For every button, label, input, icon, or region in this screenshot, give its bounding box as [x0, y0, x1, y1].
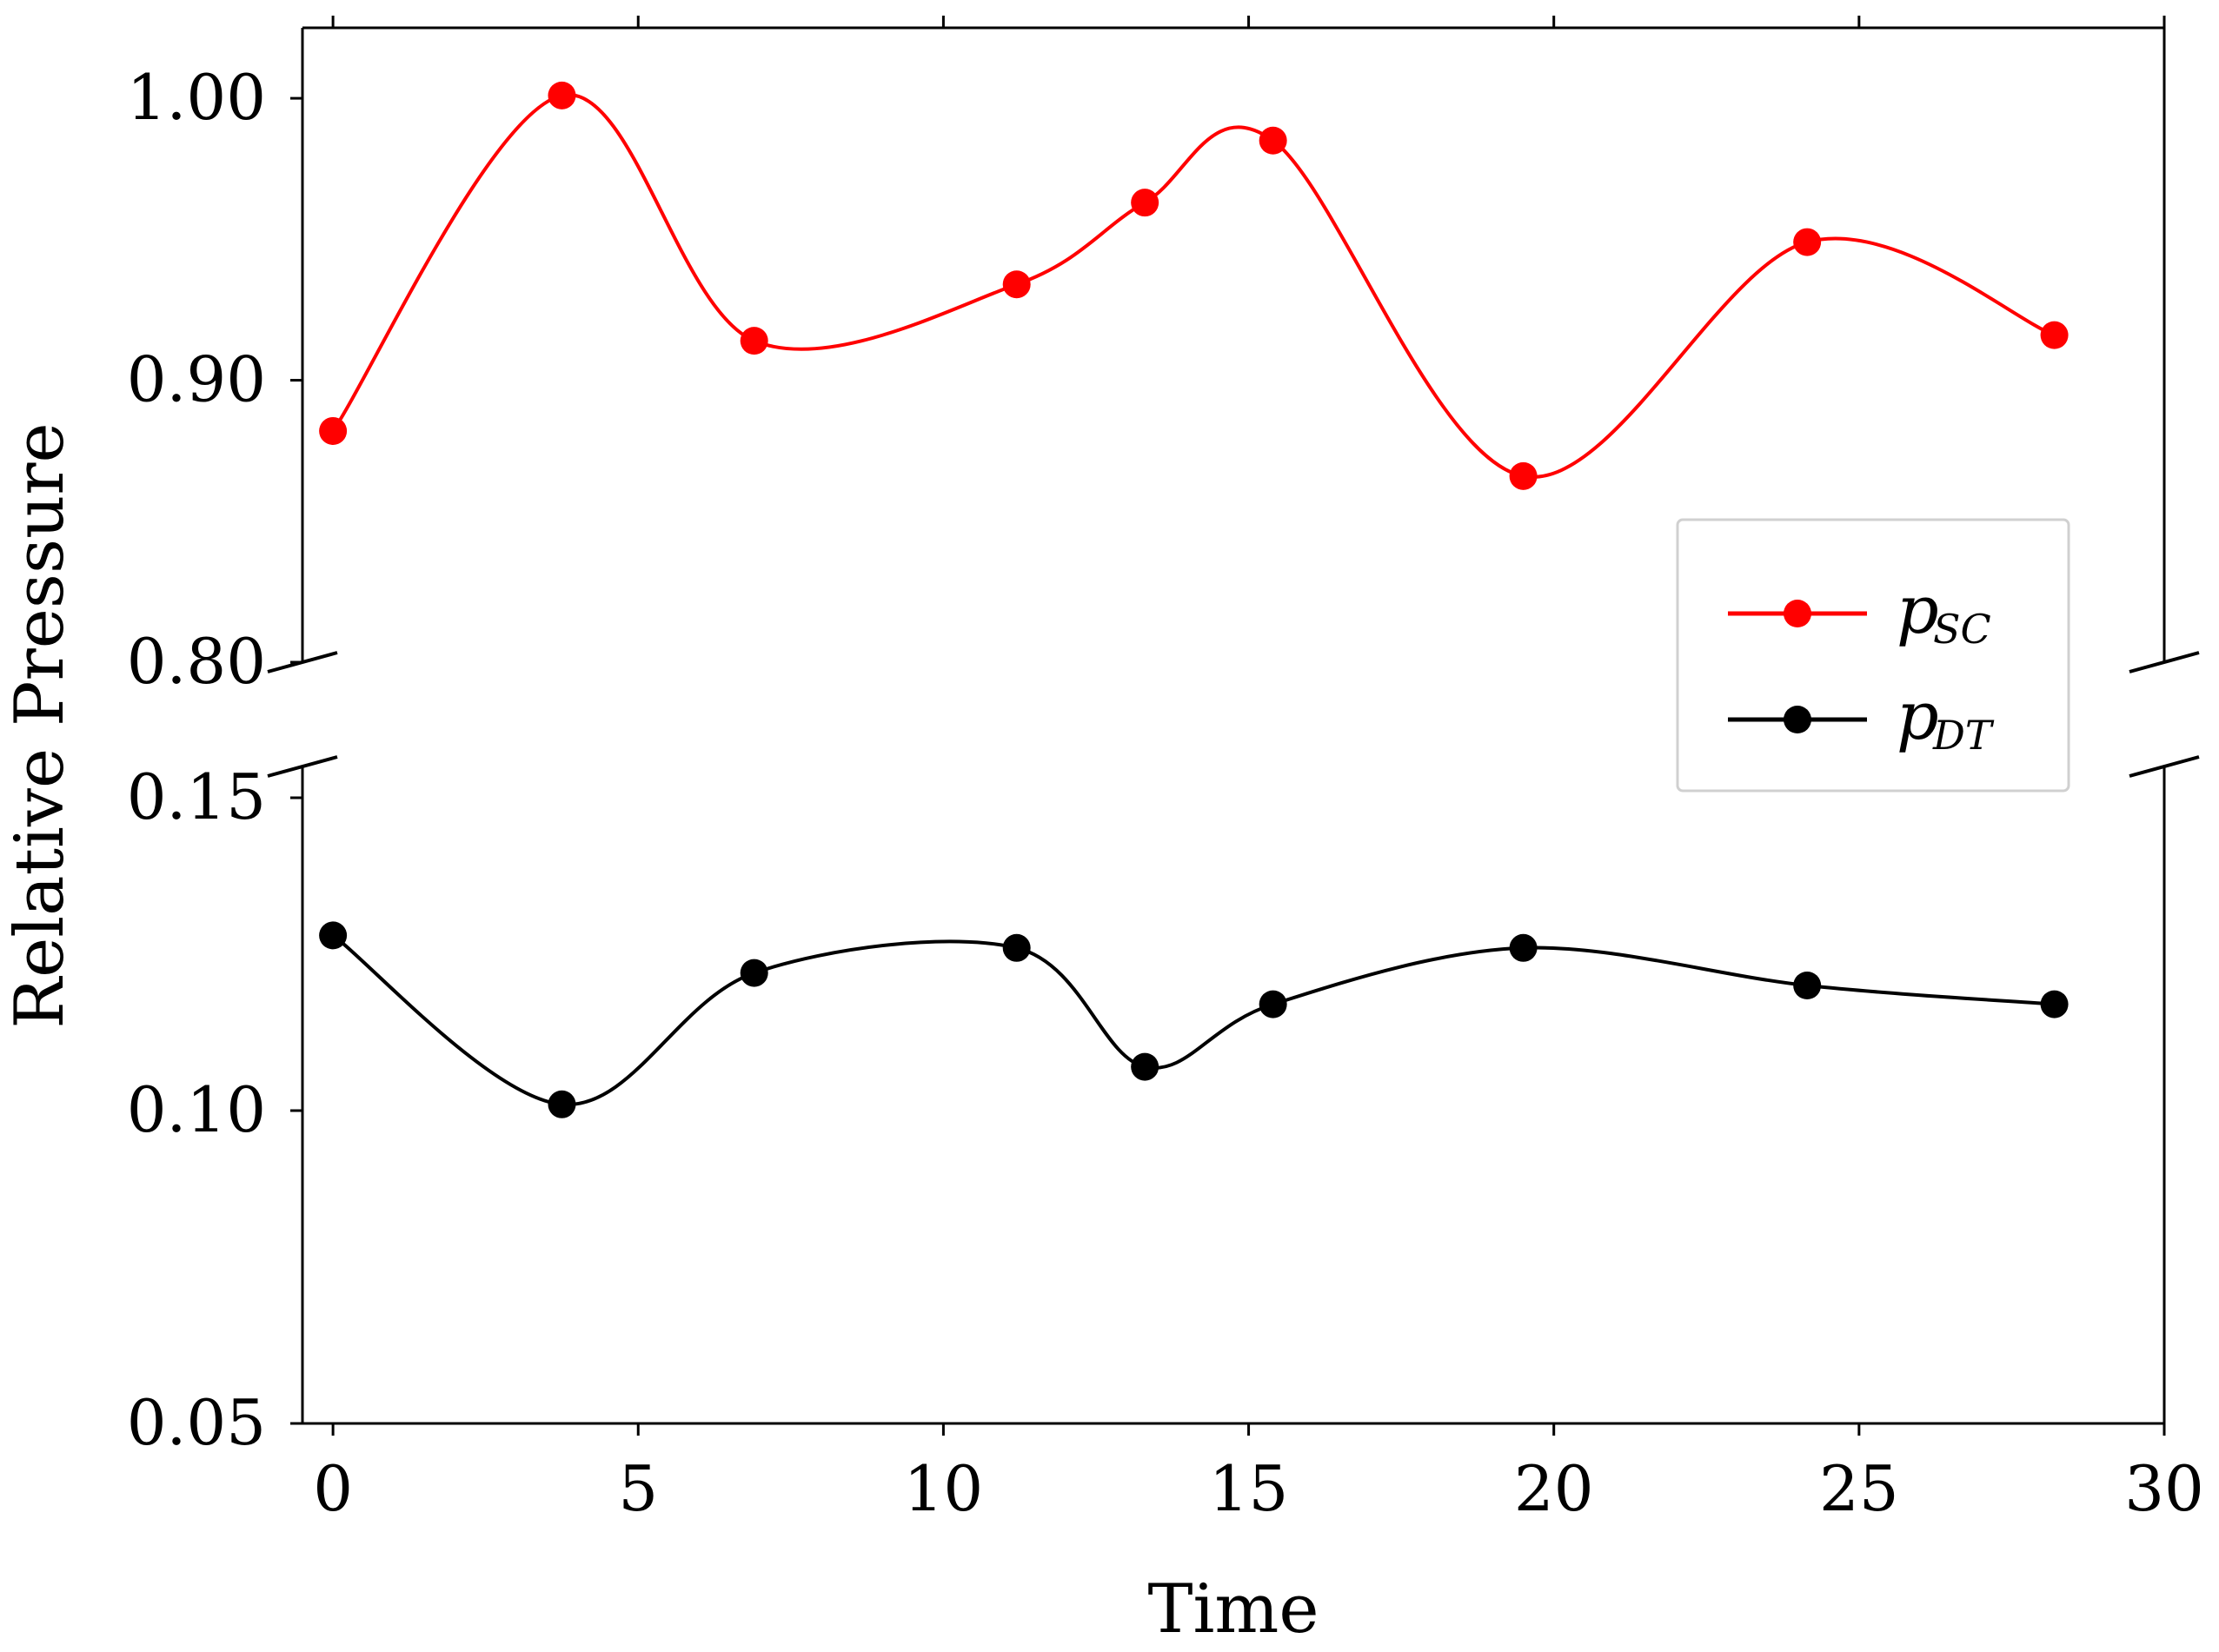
legend-subscript-p-dt: DT [1932, 712, 1995, 759]
p-sc-data-point [1509, 461, 1538, 490]
p-sc-data-point [2040, 321, 2069, 349]
p-dt-data-point [1131, 1052, 1159, 1081]
p-dt-data-point [1509, 933, 1538, 962]
axis-break-mark [2129, 651, 2200, 673]
x-tick-label: 0 [313, 1452, 353, 1525]
legend-subscript-p-sc: SC [1933, 606, 1991, 653]
legend-box [1676, 518, 2070, 793]
lower-y-tick-label: 0.15 [127, 760, 266, 833]
p-dt-series-line [331, 933, 2055, 1106]
legend-marker-p-dt [1784, 706, 1811, 733]
legend-label-p-dt: p [1897, 677, 1939, 754]
upper-y-tick-label: 0.90 [127, 343, 266, 416]
p-sc-data-point [1259, 126, 1287, 155]
legend-marker-p-sc [1784, 600, 1811, 627]
x-tick-label: 10 [904, 1452, 984, 1525]
p-sc-data-point [1793, 228, 1822, 256]
x-axis-title: Time [1147, 1570, 1319, 1649]
upper-y-tick-label: 1.00 [127, 61, 266, 134]
x-axis: 0 5 10 15 20 25 30 [313, 16, 2204, 1525]
p-sc-data-point [740, 327, 768, 355]
p-sc-data-point [548, 81, 576, 109]
legend-label-p-sc: p [1897, 571, 1939, 648]
p-dt-data-point [740, 959, 768, 987]
x-tick-label: 20 [1514, 1452, 1594, 1525]
x-tick-label: 15 [1209, 1452, 1289, 1525]
p-dt-data-point [319, 921, 348, 950]
lower-panel: 0.05 0.10 0.15 [127, 760, 2166, 1459]
p-sc-data-point [319, 416, 348, 445]
lower-y-tick-label: 0.10 [127, 1073, 266, 1146]
p-sc-data-point [1002, 270, 1031, 299]
p-sc-series-line [331, 93, 2056, 479]
upper-y-tick-label: 0.80 [127, 625, 266, 698]
p-dt-data-point [548, 1090, 576, 1118]
p-sc-data-point [1131, 189, 1159, 217]
p-dt-data-point [1793, 972, 1822, 999]
upper-panel: 0.80 0.90 1.00 [127, 26, 2200, 778]
x-tick-label: 25 [1819, 1452, 1899, 1525]
lower-y-tick-label: 0.05 [127, 1386, 266, 1459]
x-tick-label: 30 [2124, 1452, 2204, 1525]
p-dt-data-point [2040, 990, 2069, 1018]
p-dt-data-point [1259, 990, 1287, 1018]
p-dt-data-point [1002, 933, 1031, 962]
x-tick-label: 5 [618, 1452, 658, 1525]
y-axis-title: Relative Pressure [1, 422, 79, 1028]
